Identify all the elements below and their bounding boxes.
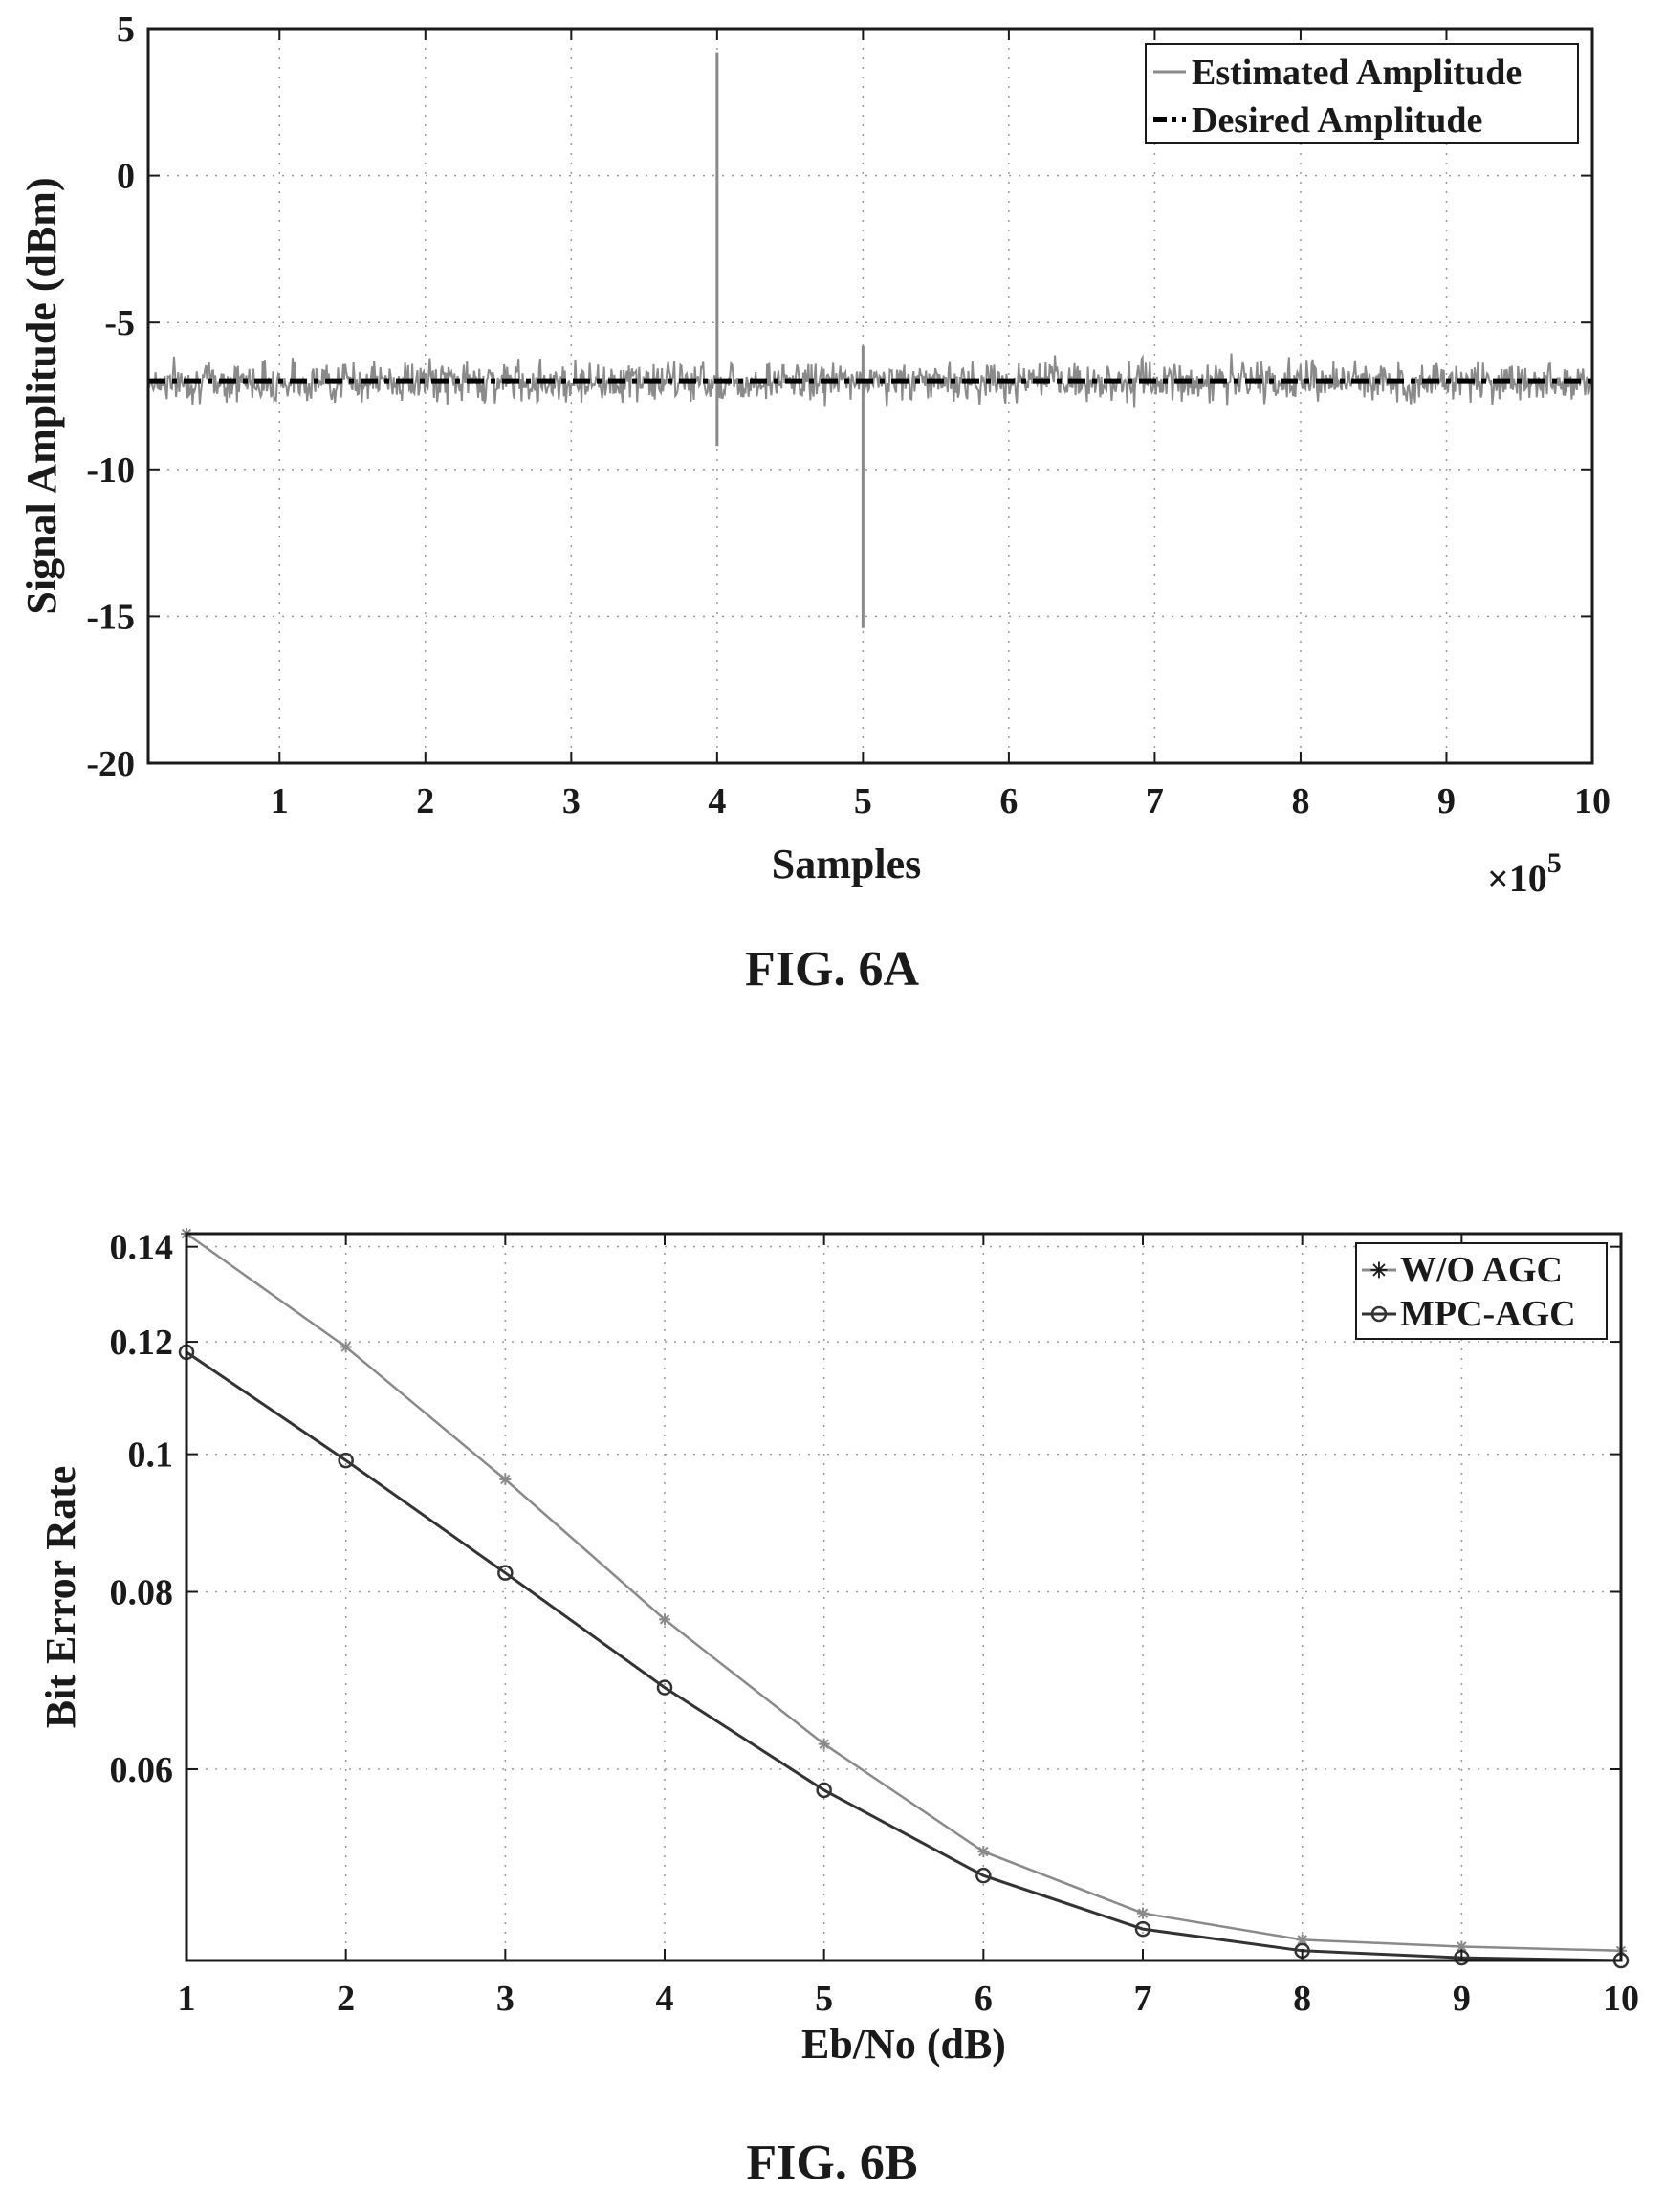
chart-6a-xtick-label: 5 <box>854 781 872 821</box>
chart-6b-caption: FIG. 6B <box>746 2135 917 2190</box>
chart-6b-mpc-agc-point <box>497 1565 514 1581</box>
chart-6b-wo-agc-marker-stroke <box>819 1739 829 1749</box>
chart-6a-legend-estimated: Estimated Amplitude <box>1192 53 1522 93</box>
chart-6b: 1 2 3 4 5 6 7 8 9 10 0.14 0.12 0.1 0.08 0.06 ✳ W/O AGC… <box>37 1228 1639 2190</box>
chart-6a-ytick-label: -10 <box>86 450 135 491</box>
chart-6b-wo-agc-point <box>1137 1907 1149 1919</box>
chart-6b-wo-agc-marker-stroke <box>500 1474 511 1485</box>
chart-6a-x-multiplier-base: ×10 <box>1487 857 1547 900</box>
chart-6a-xtick-label: 2 <box>416 781 434 821</box>
chart-6a-xtick-label: 3 <box>562 781 581 821</box>
chart-6b-wo-agc-point <box>977 1846 990 1858</box>
chart-6a-legend-box <box>1145 43 1579 144</box>
chart-6a-xtick-label: 9 <box>1437 781 1456 821</box>
chart-6b-mpc-agc-point <box>656 1679 673 1696</box>
chart-6a-legend: Estimated Amplitude Desired Amplitude <box>1145 43 1579 144</box>
chart-6a-ytick-label: -20 <box>86 744 135 784</box>
chart-6a-xtick-label: 8 <box>1291 781 1309 821</box>
chart-6b-ticks: 1 2 3 4 5 6 7 8 9 10 0.14 0.12 0.1 0.08 0.06 <box>110 1228 1640 2019</box>
chart-6a-ytick-label: 5 <box>117 10 135 50</box>
chart-6b-legend-box <box>1355 1242 1608 1340</box>
chart-6a-xtick-label: 10 <box>1574 781 1610 821</box>
chart-6b-xtick-label: 2 <box>337 1979 355 2019</box>
chart-6a-plot-frame <box>146 27 1594 765</box>
chart-6b-xtick-label: 10 <box>1603 1979 1639 2019</box>
chart-6b-wo-agc-point <box>1296 1934 1308 1946</box>
chart-6a-ytick-label: -5 <box>104 303 135 343</box>
chart-6b-wo-agc-marker-stroke <box>978 1846 989 1857</box>
chart-6b-xtick-label: 3 <box>496 1979 515 2019</box>
chart-6b-mpc-agc-point <box>816 1782 832 1799</box>
chart-6a-ytick-label: -15 <box>86 597 135 637</box>
chart-6b-xtick-label: 8 <box>1293 1979 1311 2019</box>
chart-6b-xtick-label: 4 <box>656 1979 674 2019</box>
chart-6b-ytick-label: 0.08 <box>110 1573 174 1613</box>
chart-6b-wo-agc-marker-stroke <box>1137 1908 1149 1918</box>
chart-6a-x-multiplier: ×105 <box>1487 847 1562 900</box>
chart-6b-ytick-label: 0.12 <box>110 1323 174 1363</box>
chart-6a-xtick-label: 4 <box>708 781 726 821</box>
chart-6b-wo-agc-marker-stroke <box>659 1614 670 1625</box>
chart-6b-plot-frame <box>185 1232 1623 1962</box>
chart-6b-wo-agc-point <box>818 1738 830 1750</box>
chart-6b-wo-agc-point <box>659 1613 670 1626</box>
chart-6a-series <box>147 52 1593 628</box>
chart-6b-grid <box>186 1234 1622 1960</box>
chart-6b-legend-marker-mpc-agc <box>1370 1305 1388 1323</box>
chart-6b-xtick-label: 7 <box>1134 1979 1152 2019</box>
chart-6a: 1 2 3 4 5 6 7 8 9 10 5 0 -5 -10 -15 -20 Estimated Ampli… <box>18 10 1610 996</box>
chart-6b-legend: ✳ W/O AGC MPC-AGC <box>1355 1242 1608 1340</box>
chart-6b-mpc-agc-point <box>1134 1920 1151 1938</box>
chart-6b-ytick-label: 0.06 <box>110 1750 174 1790</box>
chart-6a-caption: FIG. 6A <box>745 942 919 996</box>
chart-6a-ticks: 1 2 3 4 5 6 7 8 9 10 5 0 -5 -10 -15 -20 <box>86 10 1610 821</box>
chart-6b-wo-agc-point <box>499 1473 512 1485</box>
chart-6a-legend-desired: Desired Amplitude <box>1192 100 1482 141</box>
chart-6a-xlabel: Samples <box>772 841 921 887</box>
chart-6b-xlabel: Eb/No (dB) <box>801 2021 1006 2068</box>
chart-6b-wo-agc-marker-stroke <box>1297 1935 1307 1945</box>
chart-6b-legend-marker-wo-agc: ✳ <box>1370 1259 1388 1282</box>
chart-6b-xtick-label: 5 <box>815 1979 833 2019</box>
chart-6b-xtick-label: 9 <box>1453 1979 1471 2019</box>
chart-6a-xtick-label: 7 <box>1146 781 1164 821</box>
chart-6b-xtick-label: 6 <box>975 1979 993 2019</box>
chart-6b-mpc-agc-point <box>338 1452 354 1469</box>
chart-6a-x-multiplier-exp: 5 <box>1547 847 1562 879</box>
chart-6b-wo-agc-marker-stroke <box>1457 1941 1467 1952</box>
chart-6b-ytick-label: 0.14 <box>110 1228 174 1268</box>
chart-6a-ylabel: Signal Amplitude (dBm) <box>18 177 65 614</box>
chart-6a-ytick-label: 0 <box>117 157 135 197</box>
chart-6b-mpc-agc-point <box>975 1867 992 1884</box>
chart-6b-ylabel: Bit Error Rate <box>37 1466 84 1729</box>
chart-6b-legend-mpc-agc: MPC-AGC <box>1400 1294 1576 1334</box>
chart-6b-wo-agc-marker-stroke <box>340 1342 351 1352</box>
chart-6b-series <box>178 1228 1630 1969</box>
chart-6b-xtick-label: 1 <box>178 1979 196 2019</box>
chart-6b-series-mpc-agc-line <box>186 1350 1622 1962</box>
chart-6b-wo-agc-point <box>340 1341 352 1353</box>
chart-6a-xtick-label: 1 <box>271 781 289 821</box>
chart-6b-ytick-label: 0.1 <box>128 1435 174 1476</box>
chart-6a-xtick-label: 6 <box>999 781 1018 821</box>
chart-6b-series-wo-agc-line <box>186 1232 1622 1953</box>
chart-6b-legend-wo-agc: W/O AGC <box>1400 1250 1563 1290</box>
